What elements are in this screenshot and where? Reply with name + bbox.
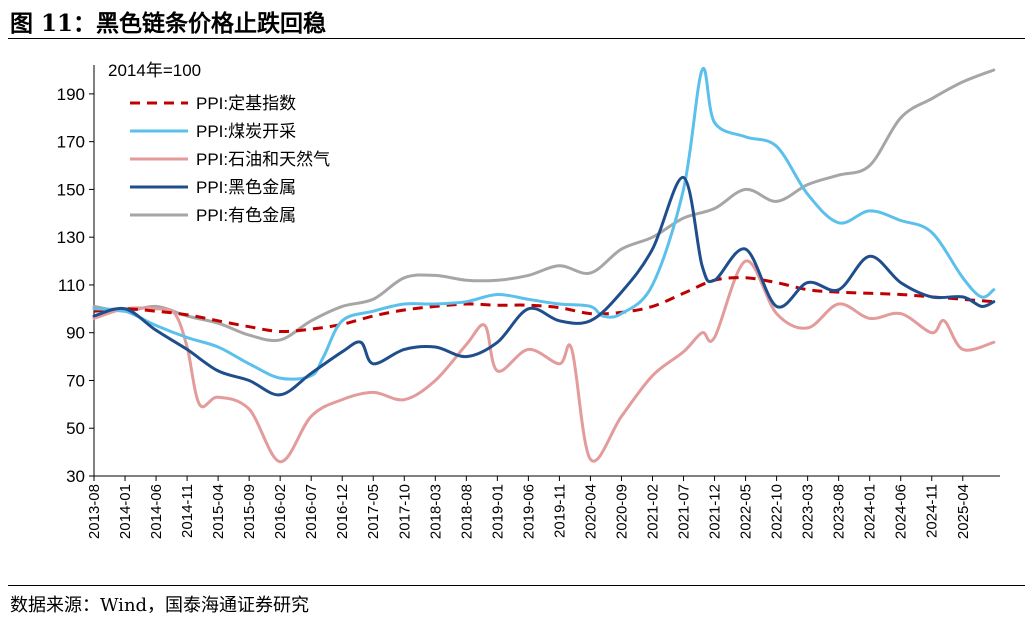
x-tick-label: 2013-08 — [86, 484, 103, 539]
x-tick-label: 2020-09 — [613, 484, 630, 539]
x-tick-label: 2019-11 — [551, 484, 568, 538]
x-tick-label: 2018-03 — [427, 484, 444, 539]
legend-label: PPI:有色金属 — [196, 206, 296, 225]
bottom-rule — [8, 585, 1025, 586]
x-tick-label: 2016-12 — [334, 484, 351, 539]
x-tick-label: 2019-06 — [520, 484, 537, 539]
x-tick-label: 2021-02 — [644, 484, 661, 539]
x-tick-label: 2022-05 — [738, 484, 755, 539]
x-tick-label: 2014-01 — [117, 484, 134, 539]
x-tick-label: 2023-08 — [831, 484, 848, 539]
x-tick-label: 2016-02 — [272, 484, 289, 539]
x-tick-label: 2025-04 — [955, 484, 972, 539]
series-line — [92, 68, 996, 343]
y-tick-label: 70 — [66, 371, 85, 390]
series-line — [92, 67, 996, 381]
series-line — [93, 276, 994, 334]
y-tick-label: 110 — [58, 276, 85, 295]
y-tick-label: 30 — [66, 467, 85, 486]
x-tick-label: 2015-09 — [241, 484, 258, 539]
source-note: 数据来源：Wind，国泰海通证券研究 — [10, 595, 310, 616]
legend-label: PPI:石油和天然气 — [196, 150, 330, 169]
x-tick-label: 2014-11 — [179, 484, 196, 538]
series-line — [92, 176, 996, 397]
unit-note: 2014年=100 — [108, 61, 201, 80]
x-tick-label: 2018-08 — [458, 484, 475, 539]
x-tick-label: 2015-04 — [210, 484, 227, 539]
top-rule — [8, 38, 1025, 39]
x-tick-label: 2024-06 — [893, 484, 910, 539]
y-tick-label: 170 — [57, 133, 85, 152]
y-tick-label: 150 — [57, 180, 85, 199]
x-tick-label: 2016-07 — [303, 484, 320, 539]
x-tick-label: 2023-03 — [800, 484, 817, 539]
series-line — [92, 259, 996, 464]
y-tick-label: 190 — [57, 85, 85, 104]
x-tick-label: 2021-07 — [676, 484, 693, 539]
legend-label: PPI:煤炭开采 — [196, 122, 296, 141]
x-tick-label: 2014-06 — [148, 484, 165, 539]
x-tick-label: 2017-05 — [365, 484, 382, 539]
y-tick-label: 130 — [57, 228, 85, 247]
x-tick-label: 2021-12 — [707, 484, 724, 539]
y-tick-label: 90 — [66, 324, 85, 343]
x-tick-label: 2024-11 — [924, 484, 941, 538]
x-tick-label: 2019-01 — [489, 484, 506, 539]
x-tick-label: 2017-10 — [396, 484, 413, 539]
chart-series — [92, 67, 996, 464]
legend-label: PPI:定基指数 — [196, 94, 296, 113]
legend-label: PPI:黑色金属 — [196, 178, 296, 197]
figure-title: 图 11：黑色链条价格止跌回稳 — [10, 10, 327, 37]
x-tick-label: 2022-10 — [769, 484, 786, 539]
x-tick-label: 2020-04 — [582, 484, 599, 539]
chart-legend: PPI:定基指数 PPI:煤炭开采 PPI:石油和天然气 PPI:黑色金属 PPI:有色… — [130, 94, 330, 225]
x-tick-label: 2024-01 — [862, 484, 879, 539]
y-tick-label: 50 — [66, 419, 85, 438]
